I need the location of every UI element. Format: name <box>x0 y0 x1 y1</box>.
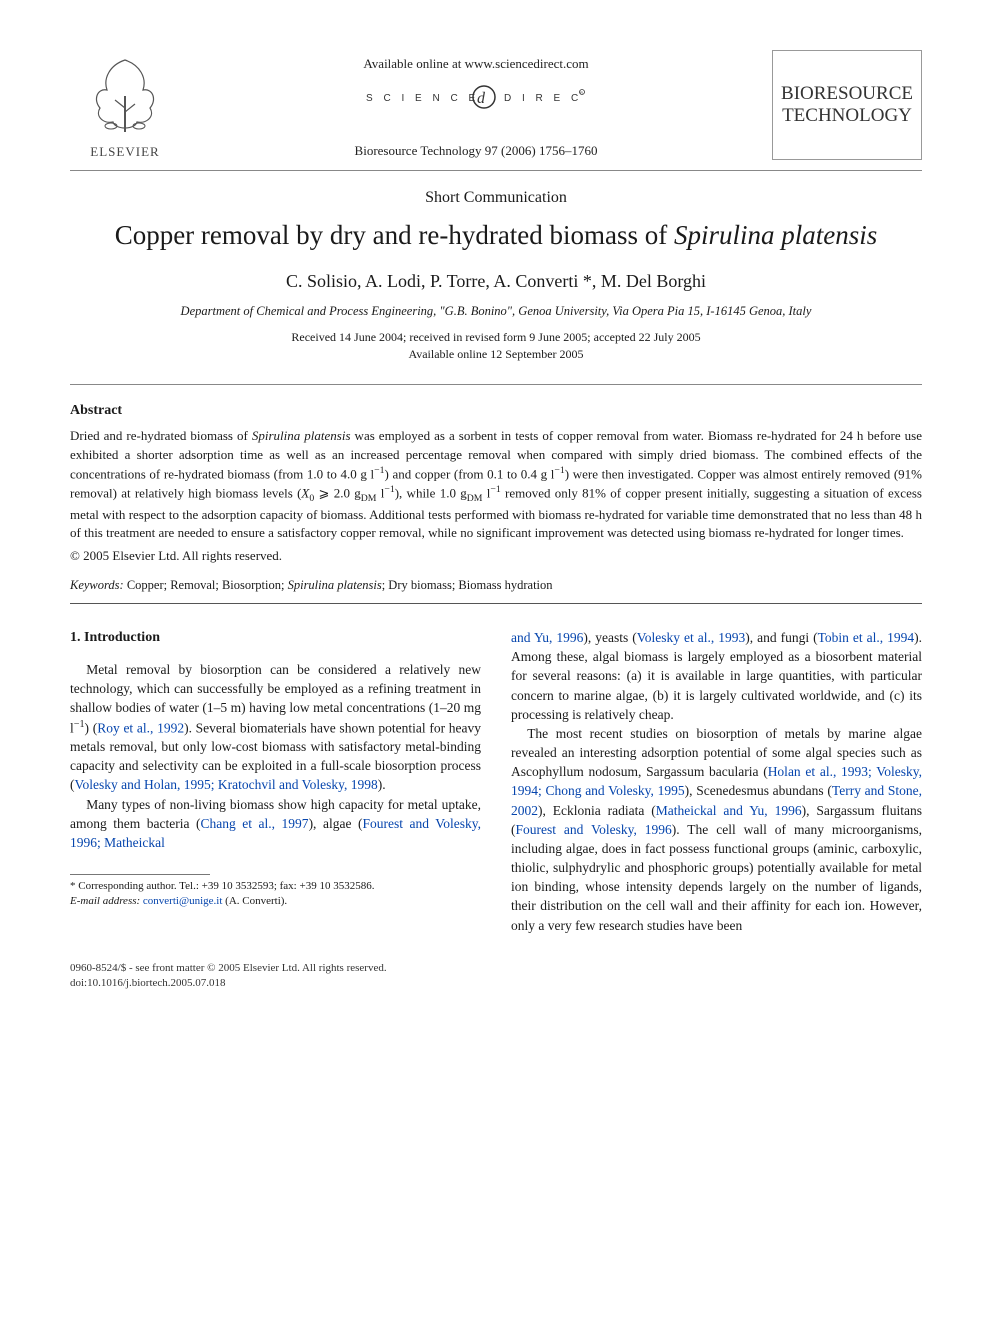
article-type: Short Communication <box>70 189 922 207</box>
rule-after-keywords <box>70 603 922 604</box>
column-left: 1. Introduction Metal removal by biosorp… <box>70 628 481 935</box>
footnote-email-attr: (A. Converti). <box>222 895 287 907</box>
intro-para-3: The most recent studies on biosorption o… <box>511 724 922 935</box>
section-heading-intro: 1. Introduction <box>70 628 481 648</box>
footer-doi: doi:10.1016/j.biortech.2005.07.018 <box>70 976 922 991</box>
publisher-block: ELSEVIER <box>70 50 180 160</box>
rule-top <box>70 170 922 171</box>
publisher-name: ELSEVIER <box>90 144 159 160</box>
abstract-heading: Abstract <box>70 403 922 419</box>
journal-title-block: BIORESOURCE TECHNOLOGY <box>772 50 922 160</box>
dates-received: Received 14 June 2004; received in revis… <box>70 329 922 346</box>
keywords-label: Keywords: <box>70 578 124 592</box>
intro-para-2-cont: and Yu, 1996), yeasts (Volesky et al., 1… <box>511 628 922 724</box>
keywords-line: Keywords: Copper; Removal; Biosorption; … <box>70 578 922 593</box>
keywords-text: Copper; Removal; Biosorption; Spirulina … <box>124 578 553 592</box>
copyright-line: © 2005 Elsevier Ltd. All rights reserved… <box>70 548 922 564</box>
footer-issn: 0960-8524/$ - see front matter © 2005 El… <box>70 961 922 976</box>
intro-para-2: Many types of non-living biomass show hi… <box>70 795 481 852</box>
footnote-corresp: * Corresponding author. Tel.: +39 10 353… <box>70 879 481 894</box>
footer-block: 0960-8524/$ - see front matter © 2005 El… <box>70 961 922 991</box>
header-row: ELSEVIER Available online at www.science… <box>70 50 922 160</box>
journal-name-1: BIORESOURCE <box>777 83 917 105</box>
page: ELSEVIER Available online at www.science… <box>0 0 992 1030</box>
dates-block: Received 14 June 2004; received in revis… <box>70 329 922 363</box>
svg-text:D I R E C T: D I R E C T <box>504 93 586 104</box>
elsevier-tree-icon <box>85 50 165 140</box>
footnote-email[interactable]: converti@unige.it <box>143 895 222 907</box>
journal-name-2: TECHNOLOGY <box>777 105 917 127</box>
intro-para-1: Metal removal by biosorption can be cons… <box>70 660 481 795</box>
affiliation-line: Department of Chemical and Process Engin… <box>70 304 922 319</box>
footnote-email-line: E-mail address: converti@unige.it (A. Co… <box>70 894 481 909</box>
footnote-block: * Corresponding author. Tel.: +39 10 353… <box>70 879 481 909</box>
available-online-line: Available online at www.sciencedirect.co… <box>180 56 772 72</box>
two-column-body: 1. Introduction Metal removal by biosorp… <box>70 628 922 935</box>
svg-text:d: d <box>477 90 486 107</box>
footnote-rule <box>70 874 210 875</box>
center-header: Available online at www.sciencedirect.co… <box>180 50 772 159</box>
authors-line: C. Solisio, A. Lodi, P. Torre, A. Conver… <box>70 271 922 292</box>
citation-line: Bioresource Technology 97 (2006) 1756–17… <box>180 143 772 159</box>
title-text: Copper removal by dry and re-hydrated bi… <box>115 220 674 250</box>
footnote-email-label: E-mail address: <box>70 895 140 907</box>
abstract-body: Dried and re-hydrated biomass of Spiruli… <box>70 427 922 542</box>
column-right: and Yu, 1996), yeasts (Volesky et al., 1… <box>511 628 922 935</box>
svg-text:R: R <box>580 90 583 95</box>
title-species: Spirulina platensis <box>674 220 877 250</box>
sciencedirect-icon: S C I E N C E d D I R E C T R <box>366 84 586 110</box>
svg-text:S C I E N C E: S C I E N C E <box>366 93 479 104</box>
dates-online: Available online 12 September 2005 <box>70 346 922 363</box>
rule-before-abstract <box>70 384 922 385</box>
article-title: Copper removal by dry and re-hydrated bi… <box>70 219 922 253</box>
